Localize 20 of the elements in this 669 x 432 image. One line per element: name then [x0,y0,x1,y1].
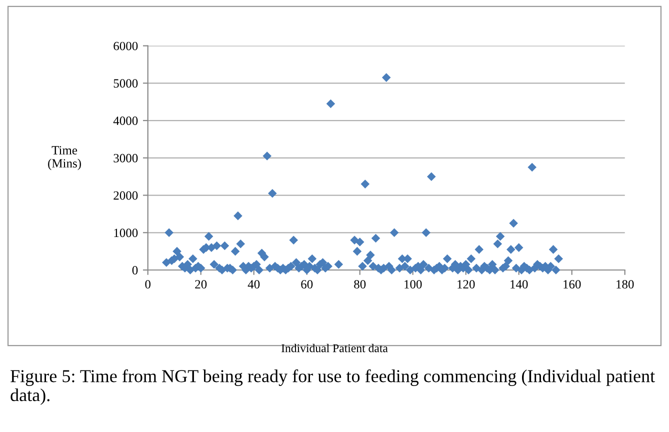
x-tick-label: 40 [248,280,260,289]
caption: Figure 5: Time from NGT being ready for use to feeding commencing (Individual patient data). [10,369,655,405]
x-tick-label: 100 [404,280,422,289]
x-tick-label: 20 [195,280,207,289]
x-tick-label: 160 [564,280,581,289]
x-tick-label: 140 [510,280,528,289]
y-tick-label: 1000 [114,228,138,238]
x-tick-label: 120 [458,280,475,289]
x-axis-title: Individual Patient data [281,344,388,352]
x-tick-label: 80 [354,280,366,289]
y-tick-label: 2000 [114,191,138,200]
y-tick-label: 6000 [114,42,138,50]
y-axis-title: Time (Mins) [48,146,81,170]
x-tick-label: 0 [145,280,150,289]
y-tick-label: 0 [132,266,138,274]
x-tick-label: 180 [616,280,634,289]
y-tick-label: 3000 [114,154,138,162]
x-tick-label: 60 [301,280,313,289]
y-tick-label: 5000 [114,79,138,88]
y-tick-label: 4000 [113,116,138,125]
